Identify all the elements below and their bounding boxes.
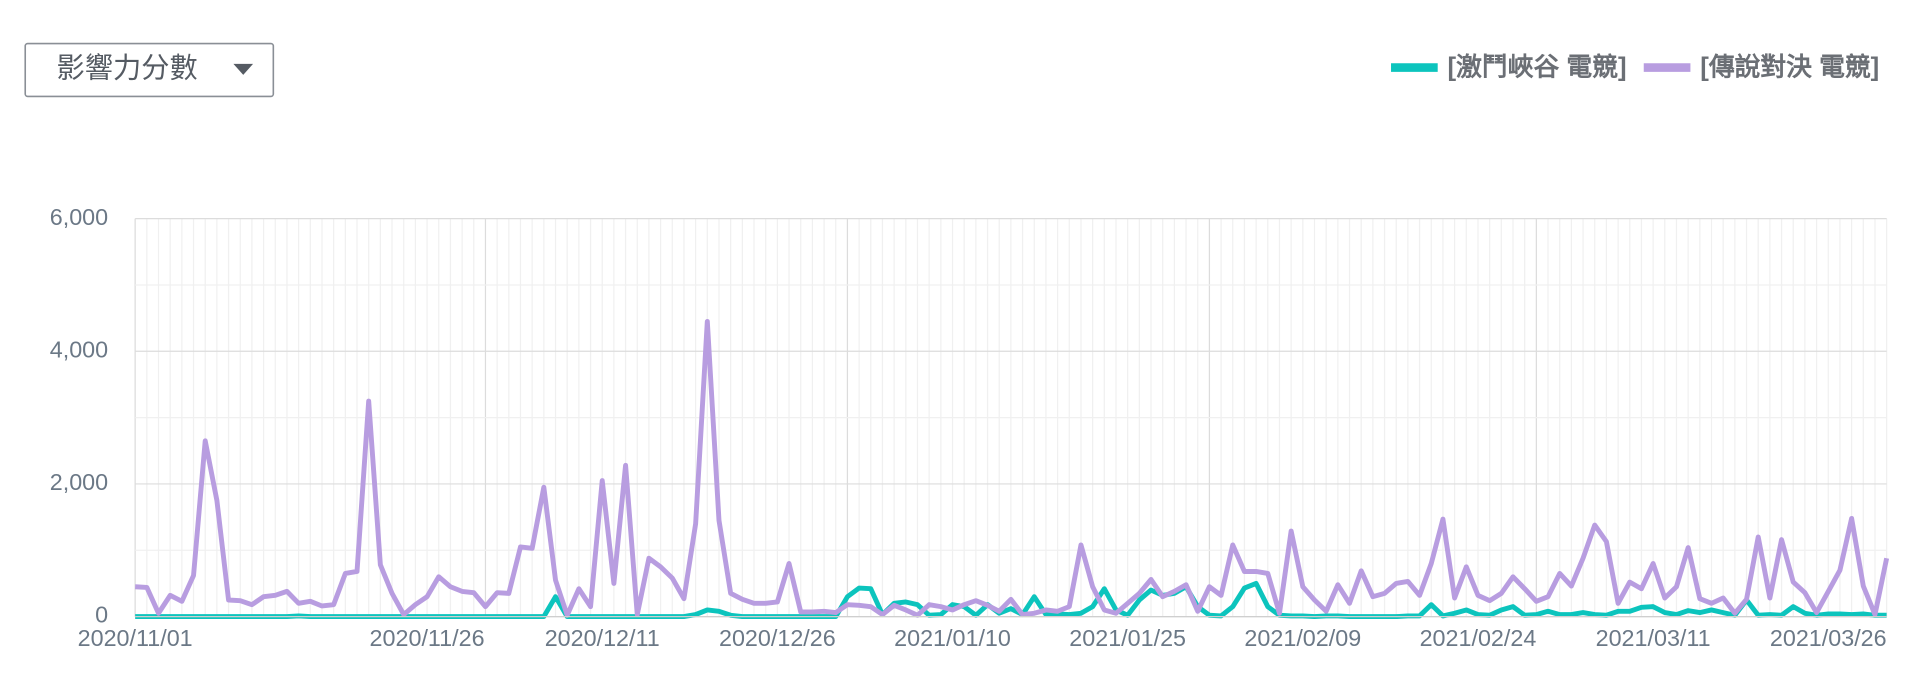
y-tick-label: 0 — [95, 602, 108, 628]
x-tick-label: 2020/11/26 — [370, 625, 485, 651]
legend-label: [激鬥峽谷 電競] — [1448, 52, 1627, 82]
plot — [135, 318, 1890, 620]
x-tick-label: 2021/01/25 — [1069, 625, 1186, 651]
dropdown[interactable] — [24, 42, 275, 98]
y-tick-label: 2,000 — [50, 469, 108, 495]
dropdown-label[interactable]: 影響力分數 — [57, 51, 198, 83]
legend-label: [傳說對決 電競] — [1700, 52, 1879, 82]
dropdown-arrow[interactable] — [233, 63, 254, 75]
x-tick-label: 2020/12/11 — [545, 625, 660, 651]
x-tick-label: 2021/02/09 — [1244, 625, 1361, 651]
x-tick-label: 2021/01/10 — [894, 625, 1011, 651]
legend: [傳說對決 電競] [激鬥峽谷 電競] — [1391, 52, 1879, 82]
x-tick-label: 2021/03/11 — [1596, 625, 1711, 651]
x-tick-label: 2020/11/01 — [78, 625, 193, 651]
y-tick-label: 4,000 — [50, 336, 108, 362]
x-tick-label: 2020/12/26 — [719, 625, 836, 651]
series-line — [135, 318, 1890, 618]
x-tick-label: 2021/03/26 — [1770, 625, 1887, 651]
y-tick-label: 6,000 — [50, 204, 108, 230]
x-tick-label: 2021/02/24 — [1420, 625, 1537, 651]
grid: 0 2,000 4,000 6,000 2020/11/01 2020/11/26 2020… — [50, 204, 1888, 651]
